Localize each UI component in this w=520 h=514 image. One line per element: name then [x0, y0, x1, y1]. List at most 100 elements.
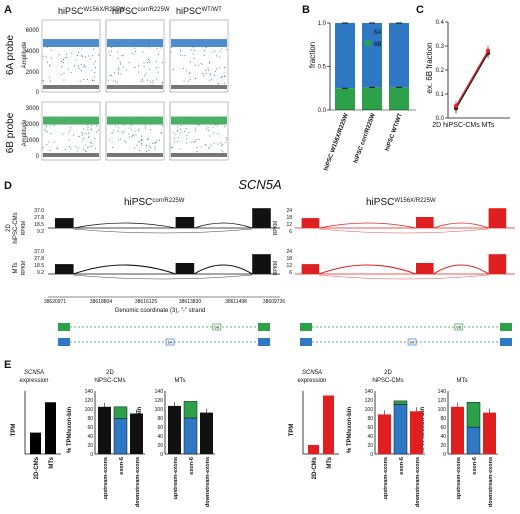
droplet-point	[213, 132, 215, 134]
droplet-point	[134, 130, 136, 132]
expr-xtick-label: MTs	[49, 456, 55, 468]
droplet-point	[193, 141, 195, 143]
amplitude-label-top: Amplitude	[22, 41, 28, 68]
e-left-cm-ylabel: % TPM/exon-bin	[67, 407, 73, 454]
ytick-d-rt-2: 12	[286, 222, 292, 228]
droplet-point	[142, 80, 144, 82]
droplet-point	[193, 49, 195, 51]
bin-bar-6b	[113, 406, 128, 419]
bin-xtick-label: upstream-exons	[103, 457, 109, 500]
e-right-mt-yticks: 140 120 100 80 60 40 20 0	[438, 389, 447, 458]
row-2d-line2: hiPSC-CMs	[13, 212, 19, 243]
droplet-point	[108, 51, 110, 53]
droplet-point	[134, 147, 136, 149]
droplet-point	[189, 71, 191, 73]
ytick-label-c: 0.2	[436, 68, 445, 74]
positive-droplet-band	[171, 39, 227, 48]
bin-xtick-label: upstream-exons	[173, 457, 179, 500]
droplet-point	[162, 62, 164, 64]
ytick-a-top-1: 4000	[26, 49, 40, 55]
ytick-d-rb-0: 24	[286, 249, 292, 255]
ytick-d-rb-1: 18	[286, 256, 292, 262]
droplet-point	[117, 51, 119, 53]
droplet-point	[185, 70, 187, 72]
droplet-point	[123, 66, 125, 68]
droplet-point	[46, 143, 48, 146]
ytick-e-rm-1: 120	[438, 398, 447, 404]
droplet-point	[207, 126, 209, 128]
droplet-point	[70, 127, 72, 129]
droplet-point	[203, 75, 205, 77]
bin-bar	[200, 412, 213, 454]
droplet-point	[46, 131, 48, 133]
droplet-point	[173, 138, 175, 140]
droplet-point	[180, 54, 182, 56]
droplet-point	[113, 129, 115, 131]
droplet-point	[125, 141, 127, 143]
left-top-yticks: 37.0 27.8 18.5 9.2	[34, 208, 44, 235]
junction-arc	[193, 264, 253, 275]
droplet-point	[112, 147, 114, 149]
junction-arc-skip	[73, 274, 253, 280]
droplet-point	[225, 141, 227, 143]
ytick-e-lm-2: 100	[155, 407, 164, 413]
droplet-point	[209, 135, 211, 137]
e-left-cm-title-1: 2D	[106, 370, 114, 376]
droplet-point	[90, 128, 92, 130]
droplet-point	[171, 146, 173, 148]
ytick-e-lc-0: 140	[85, 389, 94, 395]
xtick-d-1: 38618804	[90, 299, 112, 305]
droplet-point	[78, 135, 80, 137]
panel-label-a: A	[4, 4, 12, 16]
droplet-point	[70, 147, 72, 149]
droplet-point	[91, 55, 93, 57]
exon6-label: 6B	[456, 325, 461, 330]
droplet-point	[89, 58, 91, 60]
droplet-point	[80, 69, 82, 72]
droplet-point	[118, 127, 120, 129]
droplet-point	[82, 128, 84, 130]
ddpcr-plot-1-2	[169, 101, 229, 161]
category-label-b: hiPSC WT/WT	[385, 112, 404, 152]
droplet-point	[146, 150, 148, 153]
droplet-point	[46, 46, 48, 48]
droplet-point	[209, 73, 211, 75]
droplet-point	[95, 125, 98, 127]
droplet-point	[140, 139, 142, 141]
ytick-e-lm-1: 120	[155, 398, 164, 404]
droplet-point	[203, 55, 205, 57]
droplet-point	[117, 71, 119, 73]
droplet-point	[107, 79, 109, 81]
droplet-point	[123, 130, 125, 133]
bar-6a	[335, 23, 355, 89]
bin-bar	[130, 413, 143, 454]
droplet-point	[154, 141, 156, 144]
droplet-point	[137, 65, 139, 67]
droplet-point	[217, 83, 219, 85]
droplet-point	[50, 80, 52, 82]
droplet-point	[95, 147, 97, 149]
ytick-e-lc-1: 120	[85, 398, 94, 404]
ytick-d-rt-3: 6	[289, 229, 292, 235]
isoform-exon-end	[500, 338, 512, 346]
droplet-point	[94, 71, 96, 74]
droplet-point	[193, 58, 195, 60]
ytick-e-lc-2: 100	[85, 407, 94, 413]
panel-a-title-2: hiPSCcorr/R225W	[112, 6, 170, 16]
bin-xtick-label: exon-6	[399, 457, 405, 475]
droplet-point	[68, 146, 70, 148]
droplet-point	[180, 131, 182, 133]
isoform-exon-start	[300, 338, 312, 346]
droplet-point	[208, 147, 210, 149]
droplet-point	[185, 138, 188, 140]
droplet-point	[207, 130, 209, 132]
junction-arc-skip	[319, 274, 489, 280]
droplet-point	[60, 60, 63, 63]
droplet-point	[81, 134, 83, 136]
positive-droplet-band	[171, 116, 227, 125]
ytick-d-lt-3: 9.2	[37, 229, 44, 235]
droplet-point	[53, 141, 55, 143]
panel-e: SCN5A expression 2D hiPSC-CMs MTs SCN5A …	[11, 370, 498, 507]
exon6-label: 6B	[214, 325, 219, 330]
